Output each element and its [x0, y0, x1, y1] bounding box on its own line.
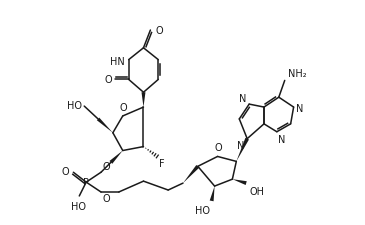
Text: O: O	[103, 162, 111, 171]
Text: O: O	[62, 166, 69, 176]
Text: O: O	[104, 75, 112, 85]
Polygon shape	[110, 151, 123, 164]
Polygon shape	[142, 93, 146, 108]
Text: O: O	[103, 193, 111, 203]
Text: N: N	[237, 140, 244, 150]
Polygon shape	[236, 138, 249, 162]
Polygon shape	[183, 165, 199, 183]
Text: HO: HO	[71, 201, 86, 211]
Text: OH: OH	[249, 186, 264, 196]
Text: HO: HO	[195, 205, 210, 215]
Text: N: N	[239, 94, 246, 104]
Polygon shape	[233, 179, 247, 185]
Text: O: O	[120, 103, 127, 112]
Polygon shape	[97, 118, 113, 133]
Polygon shape	[210, 186, 215, 201]
Text: F: F	[159, 159, 165, 169]
Text: HN: HN	[110, 56, 125, 66]
Text: N: N	[278, 134, 285, 144]
Text: O: O	[215, 143, 222, 153]
Text: N: N	[296, 104, 303, 114]
Text: HO: HO	[67, 101, 82, 111]
Text: NH₂: NH₂	[288, 69, 306, 79]
Text: O: O	[155, 26, 163, 36]
Text: P: P	[83, 177, 89, 187]
